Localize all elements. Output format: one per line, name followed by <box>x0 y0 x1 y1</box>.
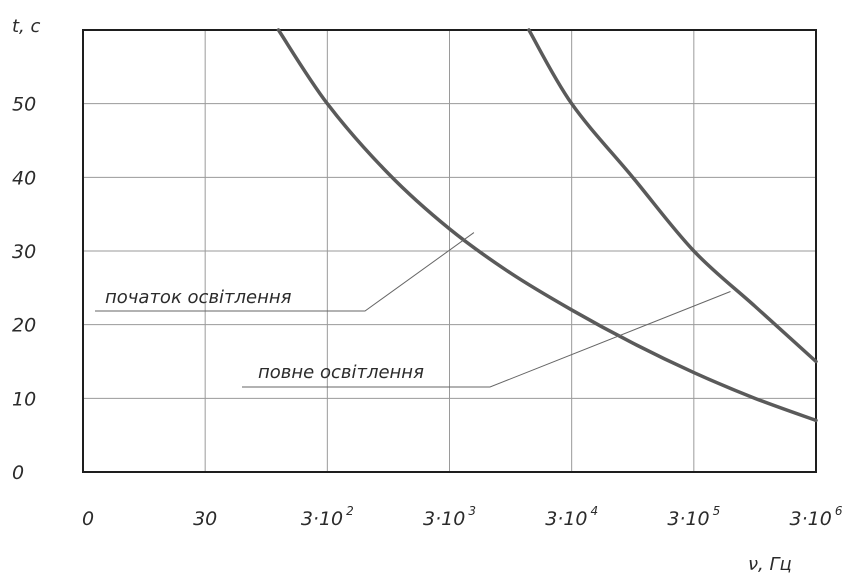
y-tick-label: 10 <box>12 388 36 410</box>
x-tick-label: 0 <box>82 508 94 530</box>
series-line-2 <box>527 28 818 364</box>
x-tick-label: 30 <box>193 508 217 530</box>
y-tick-label: 30 <box>12 241 36 263</box>
y-tick-label: 0 <box>12 462 24 484</box>
annotation-leader-1 <box>95 232 475 312</box>
annotations: початок освітлення повне освітлення <box>95 232 731 388</box>
y-tick-label: 20 <box>12 315 36 337</box>
x-tick-label: 3·10 2 <box>301 504 354 530</box>
curves <box>276 28 818 423</box>
x-tick-label: 3·10 4 <box>545 504 598 530</box>
y-tick-label: 50 <box>12 94 36 116</box>
x-tick-label: 3·10 6 <box>790 504 843 530</box>
x-tick-label: 3·10 3 <box>423 504 476 530</box>
annotation-label-2: повне освітлення <box>258 362 424 383</box>
y-tick-label: 40 <box>12 167 36 189</box>
plot-frame <box>82 29 817 473</box>
x-tick-label: 3·10 5 <box>667 504 720 530</box>
tick-labels: 0 30 3·10 2 3·10 3 3·10 4 3·10 5 3·10 6 0 10 20 30 40 50 <box>12 94 843 530</box>
y-axis-label: t, c <box>12 16 41 37</box>
x-axis-label: ν, Гц <box>748 554 792 575</box>
annotation-leader-2 <box>242 291 731 388</box>
annotation-label-1: початок освітлення <box>105 287 292 308</box>
grid <box>83 30 817 472</box>
series-line-1 <box>276 28 818 423</box>
